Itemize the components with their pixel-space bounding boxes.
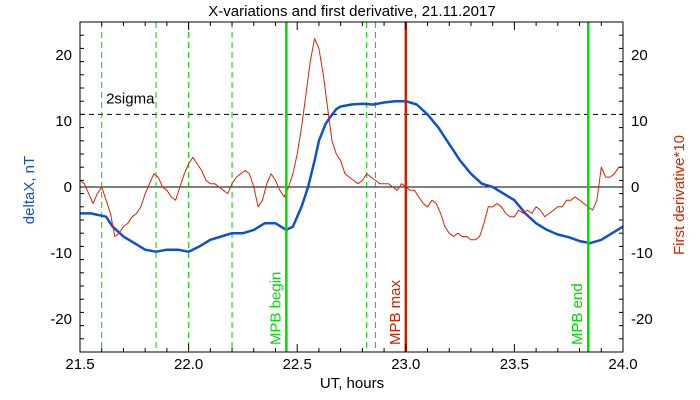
y-tick-label-right: -10 xyxy=(631,245,653,262)
y-tick-label-right: 20 xyxy=(631,47,648,64)
x-tick-label: 23.5 xyxy=(500,356,529,373)
plot-area: 2sigma MPB begin MPB max MPB end 21.5 22.0 22.… xyxy=(50,21,653,373)
event-label-3: MPB end xyxy=(569,283,586,345)
x-tick-label: 23.0 xyxy=(391,356,420,373)
sigma-label: 2sigma xyxy=(106,90,155,107)
x-tick-label: 21.5 xyxy=(65,356,94,373)
x-tick-label: 22.0 xyxy=(174,356,203,373)
y-tick-label-left: -20 xyxy=(50,311,72,328)
series-line-2 xyxy=(79,38,623,241)
y-tick-label-right: 10 xyxy=(631,113,648,130)
y-tick-label-left: 0 xyxy=(64,179,72,196)
y-tick-label-right: 0 xyxy=(631,179,639,196)
y-tick-label-right: -20 xyxy=(631,311,653,328)
y-axis-label-left: deltaX, nT xyxy=(21,156,38,224)
y-tick-label-left: -10 xyxy=(50,245,72,262)
plot-frame xyxy=(79,21,624,353)
event-label-1: MPB begin xyxy=(267,272,284,345)
series-line-1 xyxy=(80,99,624,253)
y-tick-label-left: 20 xyxy=(55,47,72,64)
chart-title: X-variations and first derivative, 21.11… xyxy=(208,3,495,20)
x-axis-label: UT, hours xyxy=(320,375,384,392)
event-label-2: MPB max xyxy=(387,279,404,345)
y-tick-label-left: 10 xyxy=(55,113,72,130)
x-tick-label: 24.0 xyxy=(608,356,637,373)
x-tick-label: 22.5 xyxy=(283,356,312,373)
y-axis-label-right: First derivative*10 xyxy=(671,135,688,255)
